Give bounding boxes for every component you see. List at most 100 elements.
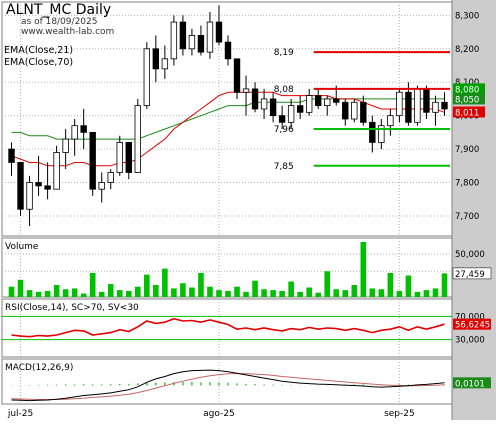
volume-bar [225,290,231,297]
volume-bar [252,280,258,297]
candle-body [17,162,24,210]
legend-ema21: EMA(Close,21) [4,45,74,56]
volume-bar [297,291,303,297]
volume-bar [369,288,376,297]
volume-bar [423,290,430,297]
candle-body [260,98,268,110]
candle-body [53,152,60,190]
x-tick-label: ago-25 [203,409,235,419]
candle-body [287,105,295,123]
volume-bar [279,290,285,297]
candle-body [242,88,250,93]
price-axis-background [452,0,496,420]
candle-body [369,121,376,143]
volume-bar [180,283,186,297]
candle-body [432,101,439,113]
macd-signal-line [11,373,445,400]
rsi-tag [453,318,491,330]
macd-line [11,369,445,402]
candle-body [206,21,214,53]
price-tick-label: 7,900 [455,145,479,155]
candle-body [315,95,322,107]
price-pane-frame [1,1,453,237]
price-tag-label: 8,011 [455,108,479,118]
price-tick-label: 8,200 [455,45,479,55]
candle-body [8,148,15,163]
volume-bar [134,286,141,297]
volume-bar [144,274,150,297]
volume-tag [452,267,492,280]
volume-label: Volume [5,242,39,252]
volume-bar [243,291,249,297]
candle-body [360,101,367,123]
candle-body [351,101,358,120]
volume-bar [387,272,394,297]
level-label: 8,08 [274,85,294,95]
price-tick-label: 7,800 [455,179,479,189]
as-of-date: as of 18/09/2025 [21,17,98,27]
source-site: www.wealth-lab.com [21,27,115,37]
candle-body [134,105,141,173]
price-tick-label: 8,100 [455,78,479,88]
candle-body [278,115,286,123]
candle-body [333,98,340,103]
volume-bar [44,290,51,297]
candle-body [152,48,160,70]
candle-body [62,138,69,153]
rsi-tag-label: 56,6245 [455,321,490,331]
candle-body [197,35,205,53]
macd-label: MACD(12,26,9) [5,363,73,373]
volume-bar [333,289,340,297]
macd-tag [453,377,491,389]
candle-body [233,58,241,93]
volume-bar [441,273,448,297]
candle-body [423,88,430,113]
price-tick-label: 8,300 [455,11,479,21]
volume-bar [125,290,132,297]
price-tag [453,83,485,95]
candle-body [161,58,169,70]
macd-tag-label: 0,0101 [455,379,485,389]
rsi-line [11,317,445,338]
candle-body [143,48,151,107]
candle-body [324,98,331,107]
candle-body [98,182,105,190]
volume-bar [189,287,195,297]
candle-body [188,35,196,50]
candle-body [378,125,385,143]
volume-bar [414,291,421,297]
volume-bar [342,290,349,297]
volume-bar [234,286,240,297]
candle-body [305,95,313,113]
candle-body [179,21,187,50]
candle-body [116,141,123,173]
candle-body [396,91,403,117]
volume-bar [405,275,412,297]
volume-tag-label: 27,459 [455,270,485,280]
candle-body [251,88,259,110]
candle-body [387,115,394,127]
volume-bar [153,284,159,297]
rsi-pane-frame [1,298,453,358]
volume-bar [107,284,114,297]
level-label: 8,19 [274,48,294,58]
volume-bar [432,288,439,297]
volume-bar [315,292,322,297]
legend-ema70: EMA(Close,70) [4,57,74,68]
candle-body [405,91,412,123]
candle-body [26,182,33,210]
volume-bar [162,268,168,297]
candle-body [107,172,114,183]
candle-body [44,185,51,190]
x-tick-label: sep-25 [384,409,415,419]
candle-body [414,88,421,123]
volume-bar [171,288,177,297]
price-tag [453,106,485,118]
candle-body [80,125,87,133]
price-tick-label: 7,700 [455,212,479,222]
candle-body [89,131,96,190]
volume-bar [8,286,15,297]
volume-bar [270,290,276,297]
rsi-tick-label: 70,000 [455,312,485,322]
